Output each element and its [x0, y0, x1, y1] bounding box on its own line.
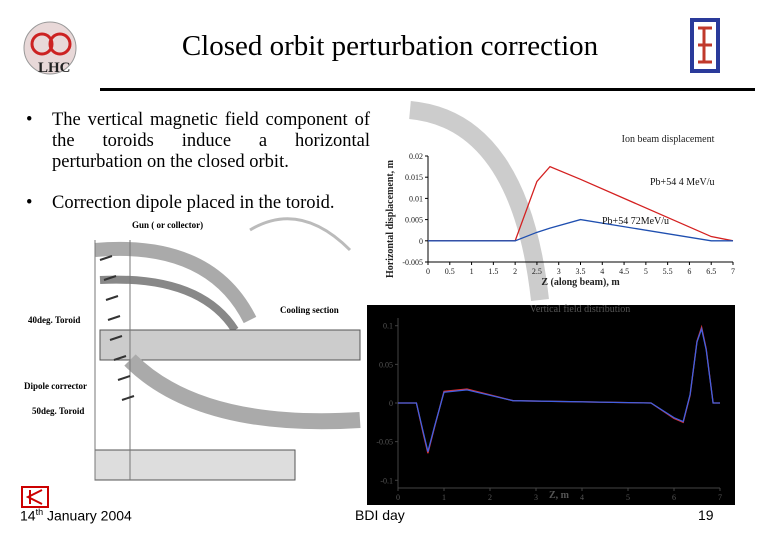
- series-line: [398, 326, 720, 452]
- toroid-diagram: [94, 101, 549, 481]
- x-tick-label: 2.5: [532, 267, 542, 276]
- x-axis-label: Z (along beam), m: [541, 277, 620, 288]
- x-tick-label: 6.5: [706, 267, 716, 276]
- x-tick-label: 1: [442, 493, 446, 502]
- y-tick-label: 0.015: [405, 173, 423, 182]
- x-tick-label: 7: [718, 493, 722, 502]
- x-tick-label: 3.5: [576, 267, 586, 276]
- chart-title: Ion beam displacement: [622, 134, 715, 145]
- x-tick-label: 1.5: [488, 267, 498, 276]
- y-axis-label: Horizontal displacement, m: [385, 159, 396, 278]
- x-tick-label: 4: [580, 493, 584, 502]
- x-tick-label: 4: [600, 267, 604, 276]
- diagram-label: Cooling section: [280, 305, 339, 315]
- plot-background: [367, 305, 735, 505]
- y-tick-label: 0: [389, 399, 393, 408]
- x-tick-label: 3: [557, 267, 561, 276]
- x-tick-label: 3: [534, 493, 538, 502]
- y-tick-label: 0.02: [409, 152, 423, 161]
- y-tick-label: 0.01: [409, 194, 423, 203]
- x-tick-label: 7: [731, 267, 735, 276]
- y-tick-label: 0: [419, 237, 423, 246]
- x-tick-label: 1: [470, 267, 474, 276]
- y-tick-label: 0.1: [383, 322, 393, 331]
- series-label: Pb+54 4 MeV/u: [650, 177, 715, 188]
- footer-event: BDI day: [355, 507, 405, 523]
- diagram-label: Gun ( or collector): [132, 220, 203, 230]
- x-axis-label: Z, m: [549, 490, 570, 501]
- x-tick-label: 0: [426, 267, 430, 276]
- date-rest: January 2004: [46, 507, 132, 524]
- diagram-label: 40deg. Toroid: [28, 315, 80, 325]
- x-tick-label: 5.5: [663, 267, 673, 276]
- footer-page: 19: [698, 507, 714, 523]
- footer-date: 14th January 2004: [20, 507, 132, 524]
- bullet: Correction dipole placed in the toroid.: [22, 193, 370, 214]
- leir-logo: [690, 18, 720, 73]
- y-tick-label: -0.1: [380, 476, 393, 485]
- x-tick-label: 0.5: [445, 267, 455, 276]
- x-tick-label: 0: [396, 493, 400, 502]
- diagram-label: 50deg. Toroid: [32, 406, 84, 416]
- series-label: Pb+54 72MeV/u: [602, 216, 669, 227]
- lhc-logo: LHC: [23, 21, 77, 76]
- y-tick-label: -0.005: [402, 258, 423, 267]
- x-tick-label: 6: [687, 267, 691, 276]
- nav-icon[interactable]: [21, 486, 49, 508]
- y-tick-label: -0.05: [376, 438, 393, 447]
- date-day: 14: [20, 507, 36, 524]
- bullet: The vertical magnetic field component of…: [22, 110, 370, 173]
- chart-title: Vertical field distribution: [530, 304, 631, 315]
- date-suffix: th: [35, 507, 44, 517]
- title-rule: [100, 88, 755, 91]
- series-line: [428, 218, 733, 242]
- x-tick-label: 6: [672, 493, 676, 502]
- slide-title: Closed orbit perturbation correction: [181, 30, 599, 62]
- x-tick-label: 2: [513, 267, 517, 276]
- y-tick-label: 0.05: [379, 360, 393, 369]
- x-tick-label: 5: [644, 267, 648, 276]
- y-tick-label: 0.005: [405, 216, 423, 225]
- x-tick-label: 2: [488, 493, 492, 502]
- bullet-list: The vertical magnetic field component of…: [22, 110, 370, 234]
- diagram-label: Dipole corrector: [24, 381, 87, 391]
- logo-text: LHC: [38, 60, 71, 76]
- x-tick-label: 5: [626, 493, 630, 502]
- x-tick-label: 4.5: [619, 267, 629, 276]
